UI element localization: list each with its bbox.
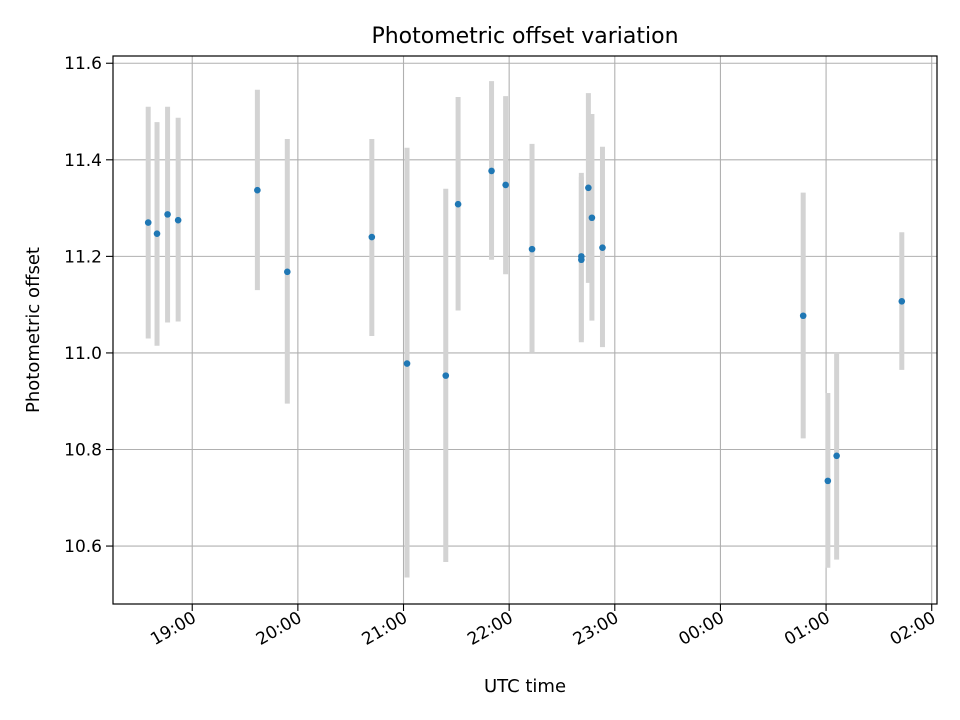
data-point [144, 219, 152, 226]
data-points [144, 167, 906, 485]
data-point [528, 245, 536, 253]
data-point [442, 372, 450, 379]
y-axis-ticks: 10.6 10.8 11.0 11.2 11.4 11.6 [64, 54, 113, 557]
data-point [578, 256, 585, 264]
x-axis-label: UTC time [484, 676, 566, 697]
y-tick-label: 10.6 [64, 537, 102, 557]
data-point [403, 360, 411, 367]
data-point [164, 211, 171, 218]
axes-frame [112, 55, 938, 605]
data-point [799, 312, 807, 320]
data-point [898, 297, 906, 305]
data-point [833, 452, 840, 460]
y-tick-label: 11.4 [64, 151, 102, 171]
y-tick-label: 10.8 [64, 440, 102, 460]
data-point [488, 167, 495, 175]
data-point [153, 230, 161, 237]
data-point [454, 200, 462, 208]
data-point [824, 477, 832, 485]
data-point [284, 268, 291, 276]
y-tick-label: 11.6 [64, 54, 102, 74]
data-point [585, 184, 592, 192]
y-tick-label: 11.0 [64, 344, 102, 364]
data-point [502, 181, 509, 189]
data-point [174, 216, 182, 224]
data-point [368, 233, 376, 241]
y-axis-label: Photometric offset [23, 247, 44, 413]
data-point [599, 244, 606, 251]
y-tick-label: 11.2 [64, 247, 102, 267]
data-point [254, 186, 261, 194]
gridlines [113, 56, 937, 604]
chart-title: Photometric offset variation [371, 24, 678, 49]
data-point [588, 214, 596, 222]
